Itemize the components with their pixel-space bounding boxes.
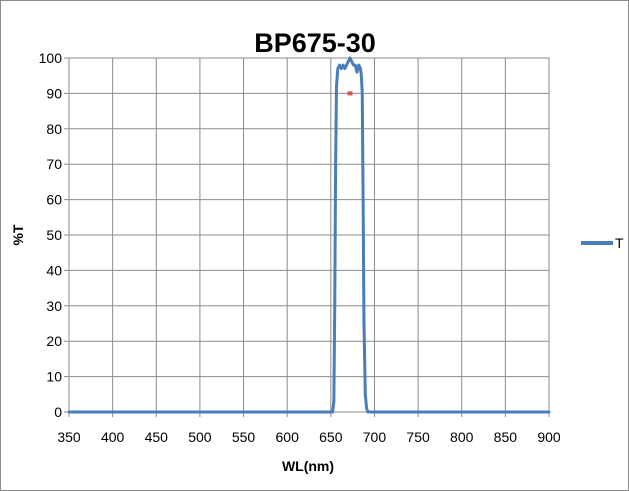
y-tick-label: 80 <box>46 121 62 137</box>
y-tick-label: 60 <box>46 192 62 208</box>
y-tick-label: 100 <box>39 50 63 66</box>
x-tick-labels: 350 400 450 500 550 600 650 700 750 800 850 900 <box>57 429 561 445</box>
y-tick-label: 70 <box>46 156 62 172</box>
x-tick-label: 550 <box>232 429 256 445</box>
y-axis-label: %T <box>10 224 26 245</box>
grid <box>64 57 550 417</box>
x-tick-label: 850 <box>494 429 518 445</box>
y-tick-label: 40 <box>46 262 62 278</box>
data-marker <box>347 91 353 96</box>
x-tick-label: 650 <box>319 429 343 445</box>
y-tick-label: 0 <box>54 404 62 420</box>
y-tick-labels: 0 10 20 30 40 50 60 70 80 90 100 <box>39 50 63 420</box>
chart-title: BP675-30 <box>254 28 376 58</box>
x-tick-label: 400 <box>101 429 125 445</box>
series-line-t <box>67 56 551 414</box>
x-tick-label: 900 <box>537 429 561 445</box>
y-tick-label: 20 <box>46 333 62 349</box>
y-tick-label: 50 <box>46 227 62 243</box>
y-tick-label: 30 <box>46 298 62 314</box>
x-tick-label: 750 <box>406 429 430 445</box>
x-tick-label: 350 <box>57 429 81 445</box>
y-tick-label: 10 <box>46 369 62 385</box>
x-tick-label: 450 <box>145 429 169 445</box>
y-tick-label: 90 <box>46 85 62 101</box>
legend-label-t: T <box>615 235 624 251</box>
x-tick-label: 700 <box>363 429 387 445</box>
plot-area <box>67 56 551 414</box>
x-tick-label: 800 <box>450 429 474 445</box>
legend: T <box>581 235 624 251</box>
x-tick-label: 600 <box>276 429 300 445</box>
x-tick-label: 500 <box>188 429 212 445</box>
x-axis-label: WL(nm) <box>282 458 334 474</box>
